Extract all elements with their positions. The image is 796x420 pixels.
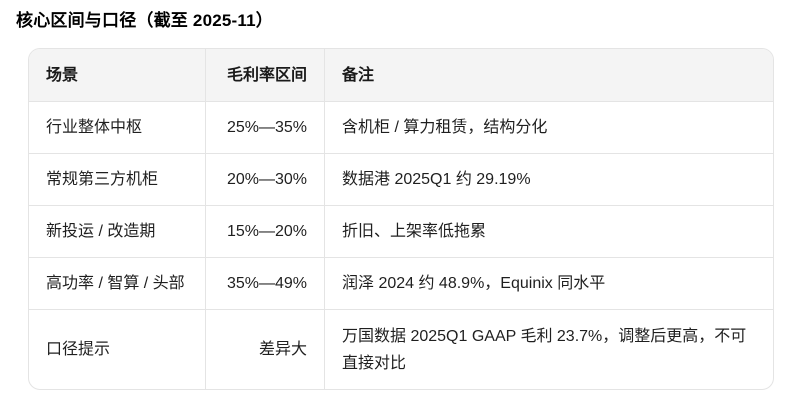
cell-note: 含机柜 / 算力租赁，结构分化 xyxy=(325,102,773,154)
cell-note: 折旧、上架率低拖累 xyxy=(325,206,773,258)
table-header: 场景 毛利率区间 备注 xyxy=(29,49,773,102)
page-title: 核心区间与口径（截至 2025-11） xyxy=(16,11,273,30)
table-row: 常规第三方机柜 20%—30% 数据港 2025Q1 约 29.19% xyxy=(29,154,773,206)
cell-scenario: 常规第三方机柜 xyxy=(29,154,206,206)
column-header-range: 毛利率区间 xyxy=(206,49,325,102)
cell-range: 差异大 xyxy=(206,310,325,389)
column-header-note: 备注 xyxy=(325,49,773,102)
cell-note: 润泽 2024 约 48.9%，Equinix 同水平 xyxy=(325,258,773,310)
table-row: 口径提示 差异大 万国数据 2025Q1 GAAP 毛利 23.7%，调整后更高… xyxy=(29,310,773,389)
cell-range: 15%—20% xyxy=(206,206,325,258)
cell-note: 数据港 2025Q1 约 29.19% xyxy=(325,154,773,206)
cell-range: 35%—49% xyxy=(206,258,325,310)
header-row: 场景 毛利率区间 备注 xyxy=(29,49,773,102)
table-row: 行业整体中枢 25%—35% 含机柜 / 算力租赁，结构分化 xyxy=(29,102,773,154)
cell-scenario: 新投运 / 改造期 xyxy=(29,206,206,258)
table-row: 高功率 / 智算 / 头部 35%—49% 润泽 2024 约 48.9%，Eq… xyxy=(29,258,773,310)
cell-scenario: 高功率 / 智算 / 头部 xyxy=(29,258,206,310)
margin-range-table: 场景 毛利率区间 备注 行业整体中枢 25%—35% 含机柜 / 算力租赁，结构… xyxy=(28,48,774,390)
cell-scenario: 口径提示 xyxy=(29,310,206,389)
table-body: 行业整体中枢 25%—35% 含机柜 / 算力租赁，结构分化 常规第三方机柜 2… xyxy=(29,102,773,389)
column-header-scenario: 场景 xyxy=(29,49,206,102)
cell-scenario: 行业整体中枢 xyxy=(29,102,206,154)
cell-range: 20%—30% xyxy=(206,154,325,206)
table-row: 新投运 / 改造期 15%—20% 折旧、上架率低拖累 xyxy=(29,206,773,258)
cell-range: 25%—35% xyxy=(206,102,325,154)
cell-note: 万国数据 2025Q1 GAAP 毛利 23.7%，调整后更高，不可直接对比 xyxy=(342,327,747,372)
